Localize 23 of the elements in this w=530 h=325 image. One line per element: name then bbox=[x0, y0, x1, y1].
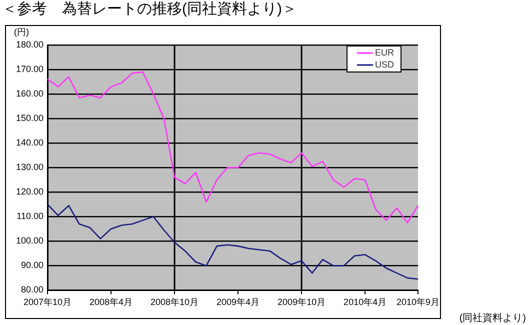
y-tick-label: 90.00 bbox=[20, 260, 44, 270]
x-tick-label: 2007年10月 bbox=[24, 297, 72, 308]
text: (同社資料より) bbox=[459, 312, 526, 324]
y-tick-label: 170.00 bbox=[16, 64, 44, 74]
x-tick-label: 2008年4月 bbox=[90, 297, 133, 308]
y-tick-label: 130.00 bbox=[16, 162, 44, 172]
chart-title: ＜参考 為替レートの推移(同社資料より)＞ bbox=[2, 0, 297, 18]
y-tick-label: 180.00 bbox=[16, 39, 44, 50]
y-tick-label: 140.00 bbox=[16, 138, 44, 148]
x-tick-label: 2009年4月 bbox=[216, 297, 260, 308]
y-tick-label: 150.00 bbox=[16, 113, 44, 124]
legend-label: EUR bbox=[375, 47, 394, 58]
legend-label: USD bbox=[375, 59, 394, 70]
y-axis-title: (円) bbox=[14, 26, 29, 37]
y-tick-label: 80.00 bbox=[20, 284, 44, 295]
x-tick-label: 2010年4月 bbox=[344, 297, 387, 308]
y-tick-label: 110.00 bbox=[16, 211, 44, 222]
y-tick-label: 120.00 bbox=[16, 186, 44, 197]
y-tick-label: 160.00 bbox=[16, 88, 44, 99]
x-tick-label: 2008年10月 bbox=[150, 297, 199, 308]
x-tick-label: 2010年9月 bbox=[396, 297, 440, 308]
x-tick-label: 2009年10月 bbox=[278, 297, 326, 308]
y-tick-label: 100.00 bbox=[16, 236, 44, 246]
